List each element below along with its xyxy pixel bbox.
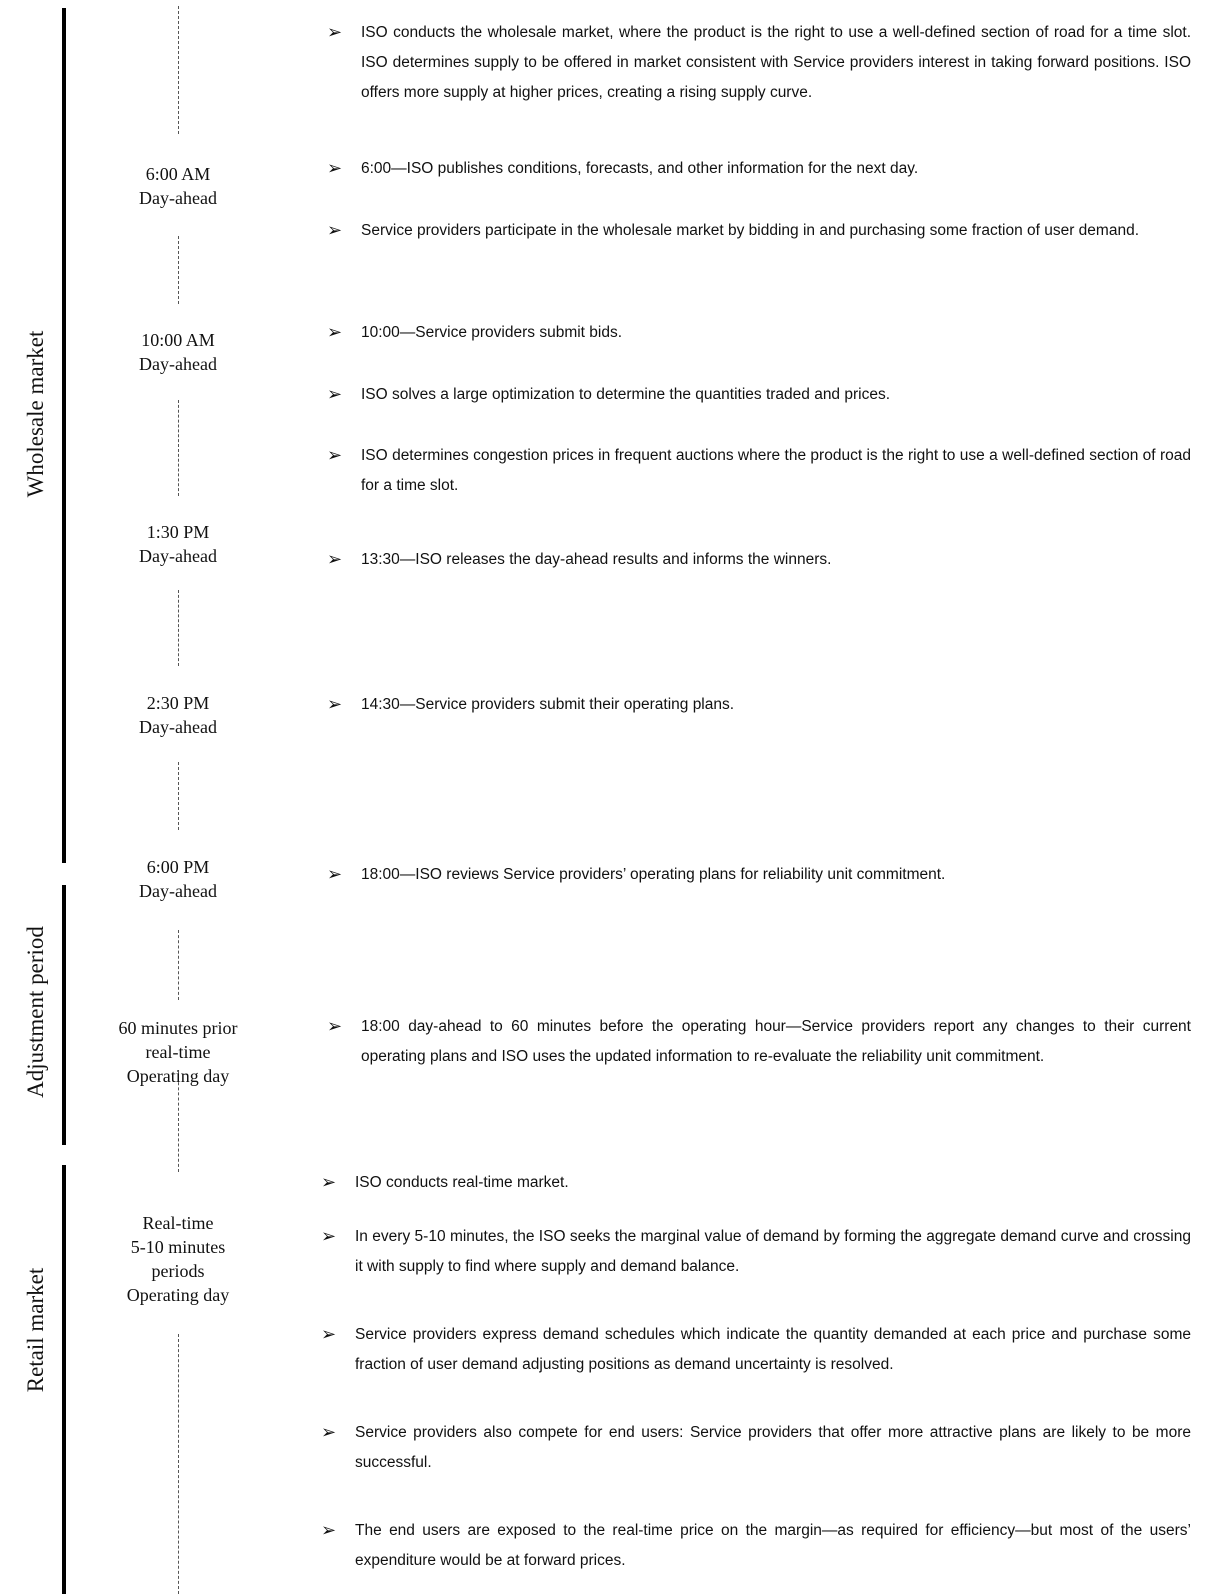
time-label-60min-prior: 60 minutes prior real-time Operating day	[118, 1018, 238, 1086]
bullet-item: ➢ 6:00—ISO publishes conditions, forecas…	[327, 154, 1191, 184]
arrow-bullet-icon: ➢	[327, 694, 343, 715]
bullet-item: ➢ ISO conducts real-time market.	[321, 1168, 1191, 1198]
bullet-text: ISO solves a large optimization to deter…	[361, 386, 891, 403]
timeline-dash	[178, 236, 179, 304]
timeline-dash	[178, 1072, 179, 1172]
arrow-bullet-icon: ➢	[327, 445, 343, 466]
time-label-6am: 6:00 AM Day-ahead	[139, 164, 217, 208]
bullet-item: ➢ 10:00—Service providers submit bids.	[327, 318, 1191, 348]
bullet-item: ➢ 13:30—ISO releases the day-ahead resul…	[327, 545, 1191, 575]
timeline-dash	[178, 6, 179, 134]
bullet-text: 6:00—ISO publishes conditions, forecasts…	[361, 160, 919, 177]
arrow-bullet-icon: ➢	[327, 158, 343, 179]
bullet-text: ISO conducts the wholesale market, where…	[361, 24, 1191, 101]
bullet-text: 10:00—Service providers submit bids.	[361, 324, 623, 341]
bullet-text: Service providers express demand schedul…	[355, 1326, 1191, 1373]
bullet-item: ➢ ISO determines congestion prices in fr…	[327, 441, 1191, 501]
arrow-bullet-icon: ➢	[327, 864, 343, 885]
arrow-bullet-icon: ➢	[321, 1226, 337, 1247]
time-label-230pm: 2:30 PM Day-ahead	[139, 693, 217, 737]
arrow-bullet-icon: ➢	[327, 384, 343, 405]
bullet-text: 13:30—ISO releases the day-ahead results…	[361, 551, 832, 568]
bullet-text: 18:00—ISO reviews Service providers’ ope…	[361, 866, 946, 883]
bullet-item: ➢ Service providers also compete for end…	[321, 1418, 1191, 1478]
arrow-bullet-icon: ➢	[327, 22, 343, 43]
bullet-item: ➢ 18:00—ISO reviews Service providers’ o…	[327, 860, 1191, 890]
arrow-bullet-icon: ➢	[321, 1422, 337, 1443]
bullet-item: ➢ Service providers participate in the w…	[327, 216, 1191, 246]
arrow-bullet-icon: ➢	[321, 1520, 337, 1541]
bullet-text: Service providers participate in the who…	[361, 222, 1140, 239]
bullet-item: ➢ 18:00 day-ahead to 60 minutes before t…	[327, 1012, 1191, 1072]
bullet-item: ➢ The end users are exposed to the real-…	[321, 1516, 1191, 1576]
time-label-real-time: Real-time 5-10 minutes periods Operating da…	[126, 1213, 230, 1305]
phase-bar-wholesale	[62, 8, 66, 863]
bullet-item: ➢ In every 5-10 minutes, the ISO seeks t…	[321, 1222, 1191, 1282]
bullet-text: Service providers also compete for end u…	[355, 1424, 1191, 1471]
timeline-dash	[178, 762, 179, 830]
bullet-item: ➢ Service providers express demand sched…	[321, 1320, 1191, 1380]
bullet-text: 14:30—Service providers submit their ope…	[361, 696, 735, 713]
arrow-bullet-icon: ➢	[321, 1324, 337, 1345]
time-label-6pm: 6:00 PM Day-ahead	[139, 857, 217, 901]
bullet-text: In every 5-10 minutes, the ISO seeks the…	[355, 1228, 1191, 1275]
timeline-dash	[178, 590, 179, 666]
timeline-dash	[178, 400, 179, 496]
bullet-text: ISO determines congestion prices in freq…	[361, 447, 1191, 494]
bullet-text: 18:00 day-ahead to 60 minutes before the…	[361, 1018, 1191, 1065]
phase-bar-adjustment	[62, 885, 66, 1145]
timeline-dash	[178, 930, 179, 1000]
arrow-bullet-icon: ➢	[327, 322, 343, 343]
arrow-bullet-icon: ➢	[327, 549, 343, 570]
time-label-10am: 10:00 AM Day-ahead	[139, 330, 217, 374]
bullet-item: ➢ ISO conducts the wholesale market, whe…	[327, 18, 1191, 108]
bullet-text: The end users are exposed to the real-ti…	[355, 1522, 1191, 1569]
bullet-text: ISO conducts real-time market.	[355, 1174, 569, 1191]
bullet-item: ➢ 14:30—Service providers submit their o…	[327, 690, 1191, 720]
arrow-bullet-icon: ➢	[327, 220, 343, 241]
phase-bar-retail	[62, 1165, 66, 1594]
time-label-130pm: 1:30 PM Day-ahead	[139, 522, 217, 566]
arrow-bullet-icon: ➢	[327, 1016, 343, 1037]
arrow-bullet-icon: ➢	[321, 1172, 337, 1193]
timeline-dash	[178, 1334, 179, 1594]
bullet-item: ➢ ISO solves a large optimization to det…	[327, 380, 1191, 410]
